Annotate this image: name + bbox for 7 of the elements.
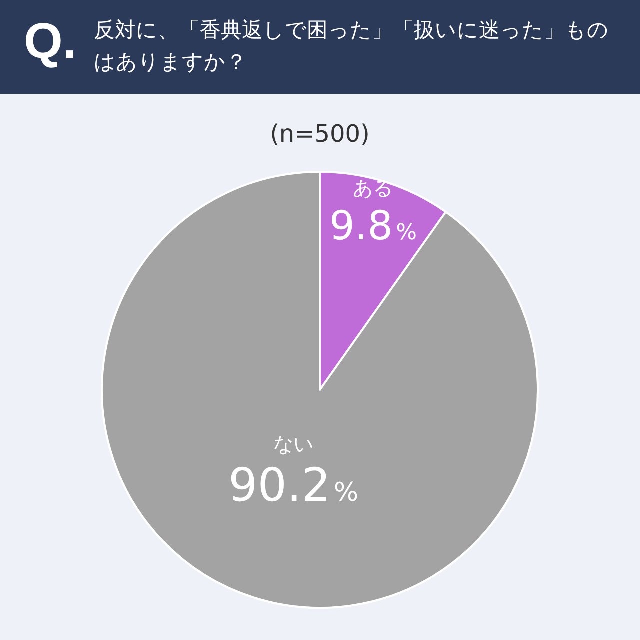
pie-slice <box>101 171 539 609</box>
chart-subtitle: (n=500) <box>270 120 370 148</box>
chart-title: 反対に、「香典返しで困った」「扱いに迷った」ものはありますか？ <box>94 17 610 76</box>
data-label: 9.8% <box>329 204 417 250</box>
slice-label: ない <box>274 432 314 456</box>
text: Q. <box>24 12 77 70</box>
data-label: 90.2% <box>228 458 359 512</box>
